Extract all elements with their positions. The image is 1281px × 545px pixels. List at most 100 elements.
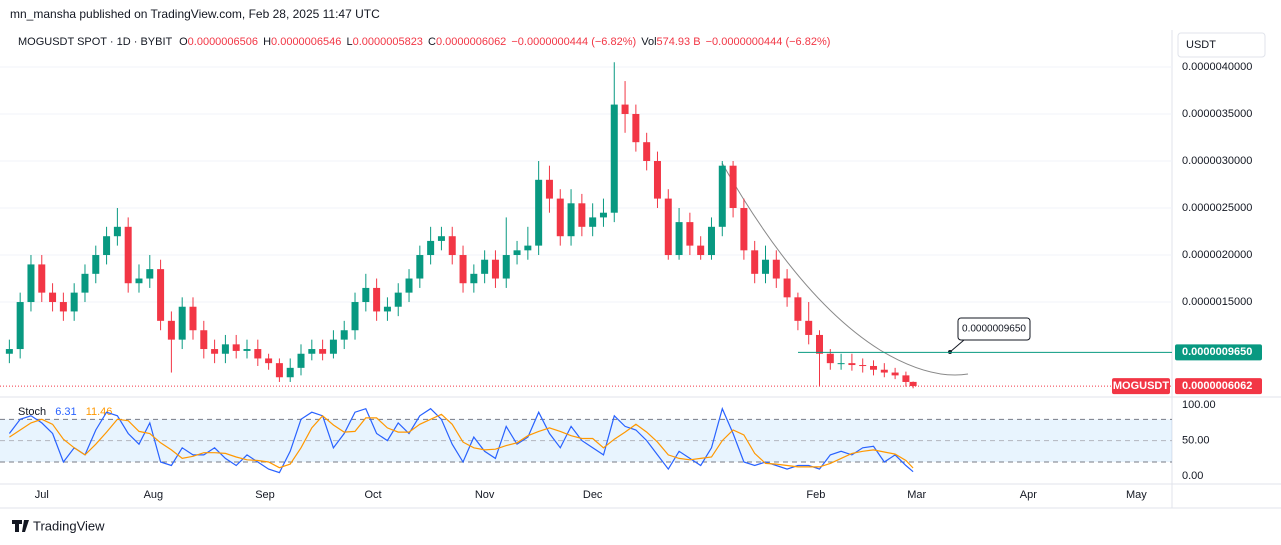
- symbol: MOGUSDT SPOT · 1D · BYBIT: [18, 36, 173, 48]
- x-tick-label: Feb: [806, 489, 825, 501]
- y-tick-label: 0.00: [1182, 470, 1203, 482]
- candle-body: [124, 226, 132, 284]
- x-tick-label: May: [1126, 489, 1147, 501]
- candle-body: [383, 306, 391, 312]
- candle-body: [16, 302, 24, 350]
- currency: USDT: [1186, 39, 1216, 51]
- candle-body: [707, 226, 715, 256]
- x-tick-label: Sep: [255, 489, 275, 501]
- candle-body: [589, 217, 597, 227]
- ohlc-key: C: [428, 36, 436, 48]
- brand: TradingView: [33, 518, 105, 533]
- change: −0.0000000444 (−6.82%): [511, 36, 636, 48]
- candle-body: [761, 259, 769, 274]
- x-tick-label: Jul: [35, 489, 49, 501]
- symbol-tag: [1112, 378, 1170, 395]
- candle-body: [448, 236, 456, 256]
- candle-body: [909, 381, 917, 387]
- candle-body: [308, 349, 316, 354]
- candle-body: [362, 287, 370, 303]
- candle-body: [826, 353, 834, 364]
- candle-body: [59, 302, 67, 312]
- symbol-tag-text: MOGUSDT: [1113, 380, 1170, 392]
- candle-body: [470, 273, 478, 284]
- candle-body: [902, 375, 910, 382]
- x-tick-label: Mar: [907, 489, 926, 501]
- candle-body: [697, 245, 705, 256]
- candle-body: [632, 113, 640, 143]
- last-price-tag: [1175, 378, 1262, 395]
- level-tag: [1175, 344, 1262, 361]
- candle-body: [81, 273, 89, 293]
- ohlc-key: H: [263, 36, 271, 48]
- candle-body: [772, 259, 780, 279]
- candle-body: [535, 179, 543, 246]
- ohlc-key: O: [179, 36, 188, 48]
- candle-body: [815, 334, 823, 354]
- candle-body: [286, 367, 294, 378]
- last-price-tag-text: 0.0000006062: [1182, 380, 1252, 392]
- candle-body: [70, 292, 78, 312]
- callout-pointer: [949, 339, 965, 353]
- currency-box[interactable]: [1177, 32, 1266, 58]
- candle-body: [567, 203, 575, 237]
- candle-body: [718, 165, 726, 227]
- candle-body: [599, 212, 607, 218]
- candle-body: [178, 306, 186, 340]
- y-tick-label: 0.0000040000: [1182, 61, 1252, 73]
- candle-body: [351, 302, 359, 331]
- candle-body: [578, 203, 586, 227]
- candle-body: [880, 369, 888, 373]
- candle-body: [405, 278, 413, 293]
- candle-body: [653, 160, 661, 199]
- candle-body: [427, 240, 435, 256]
- candle-body: [837, 363, 845, 365]
- legend: MOGUSDT SPOT · 1D · BYBIT O0.0000006506 …: [18, 36, 830, 48]
- header: mn_mansha published on TradingView.com, …: [10, 7, 380, 21]
- candle-body: [848, 363, 856, 366]
- ohlc-value: 0.0000006506: [188, 36, 258, 48]
- candle-body: [92, 255, 100, 274]
- candle-body: [491, 259, 499, 279]
- candle-body: [189, 306, 197, 331]
- candle-body: [502, 255, 510, 279]
- candle-body: [610, 104, 618, 213]
- candle-body: [437, 236, 445, 241]
- candle-body: [254, 349, 262, 359]
- candle-body: [859, 365, 867, 367]
- candle-body: [297, 353, 305, 368]
- ohlc-key: L: [346, 36, 352, 48]
- candle-body: [103, 236, 111, 256]
- candle-body: [459, 255, 467, 284]
- candle-body: [340, 330, 348, 340]
- brand-logo: [12, 520, 29, 532]
- candle-body: [643, 142, 651, 161]
- callout-text: 0.0000009650: [962, 324, 1026, 335]
- candle-body: [556, 198, 564, 237]
- y-tick-label: 0.0000015000: [1182, 296, 1252, 308]
- candle-body: [157, 269, 165, 321]
- x-tick-label: Nov: [475, 489, 495, 501]
- candle-body: [513, 250, 521, 256]
- x-tick-label: Apr: [1020, 489, 1037, 501]
- level-tag-text: 0.0000009650: [1182, 346, 1252, 358]
- candle-body: [481, 259, 489, 274]
- candle-body: [27, 264, 35, 303]
- stoch-d-value: 11.46: [86, 406, 113, 418]
- candle-body: [232, 344, 240, 351]
- stoch-k-value: 6.31: [55, 406, 76, 418]
- stoch-legend: Stoch 6.31 11.46: [18, 406, 112, 418]
- candle-body: [870, 365, 878, 370]
- candle-body: [265, 358, 273, 364]
- candle-body: [740, 208, 748, 251]
- candle-body: [524, 245, 532, 251]
- callout-box[interactable]: [957, 317, 1031, 341]
- candle-body: [38, 264, 46, 293]
- y-tick-label: 0.0000035000: [1182, 108, 1252, 120]
- trend-curve: [721, 162, 969, 376]
- y-tick-label: 100.00: [1182, 399, 1216, 411]
- candle-body: [5, 349, 13, 354]
- candle-body: [329, 339, 337, 354]
